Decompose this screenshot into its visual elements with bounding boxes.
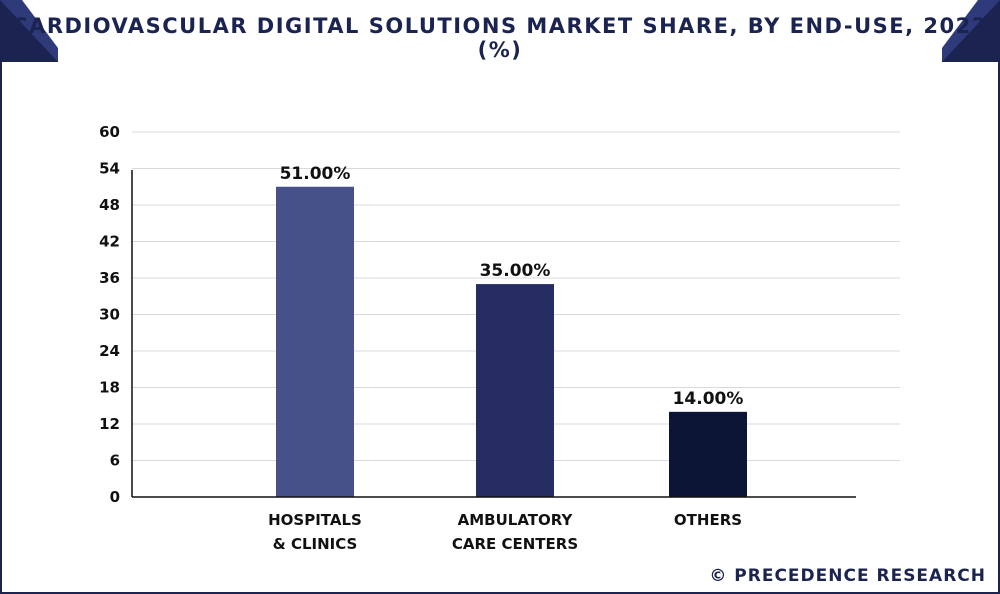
category-label: & CLINICS xyxy=(273,535,358,553)
y-tick-label: 60 xyxy=(99,123,120,141)
chart-title: CARDIOVASCULAR DIGITAL SOLUTIONS MARKET … xyxy=(12,14,988,62)
data-labels: 51.00% 35.00% 14.00% xyxy=(280,164,744,409)
bar xyxy=(669,411,747,497)
header-bar: CARDIOVASCULAR DIGITAL SOLUTIONS MARKET … xyxy=(0,0,1000,62)
axes xyxy=(131,170,856,498)
bars xyxy=(276,186,747,497)
y-tick-label: 18 xyxy=(99,379,120,397)
y-tick-label: 6 xyxy=(110,452,120,470)
y-tick-labels: 0 6 12 18 24 30 36 42 48 54 60 xyxy=(99,123,120,506)
data-label: 14.00% xyxy=(673,389,744,409)
title-banner xyxy=(0,0,1000,62)
category-label: OTHERS xyxy=(674,511,742,529)
y-tick-label: 12 xyxy=(99,415,120,433)
y-tick-label: 36 xyxy=(99,269,120,287)
data-label: 51.00% xyxy=(280,164,351,184)
y-tick-label: 42 xyxy=(99,233,120,251)
category-labels: HOSPITALS & CLINICS AMBULATORY CARE CENTERS… xyxy=(268,511,742,553)
y-tick-label: 24 xyxy=(99,342,120,360)
y-tick-label: 30 xyxy=(99,306,120,324)
category-label: CARE CENTERS xyxy=(452,535,578,553)
y-tick-label: 48 xyxy=(99,196,120,214)
source-credit: © PRECEDENCE RESEARCH xyxy=(709,566,986,586)
bar xyxy=(276,186,354,497)
y-tick-label: 54 xyxy=(99,160,120,178)
category-label: HOSPITALS xyxy=(268,511,362,529)
category-label: AMBULATORY xyxy=(458,511,574,529)
y-tick-label: 0 xyxy=(110,488,120,506)
bar xyxy=(476,284,554,497)
data-label: 35.00% xyxy=(480,261,551,281)
